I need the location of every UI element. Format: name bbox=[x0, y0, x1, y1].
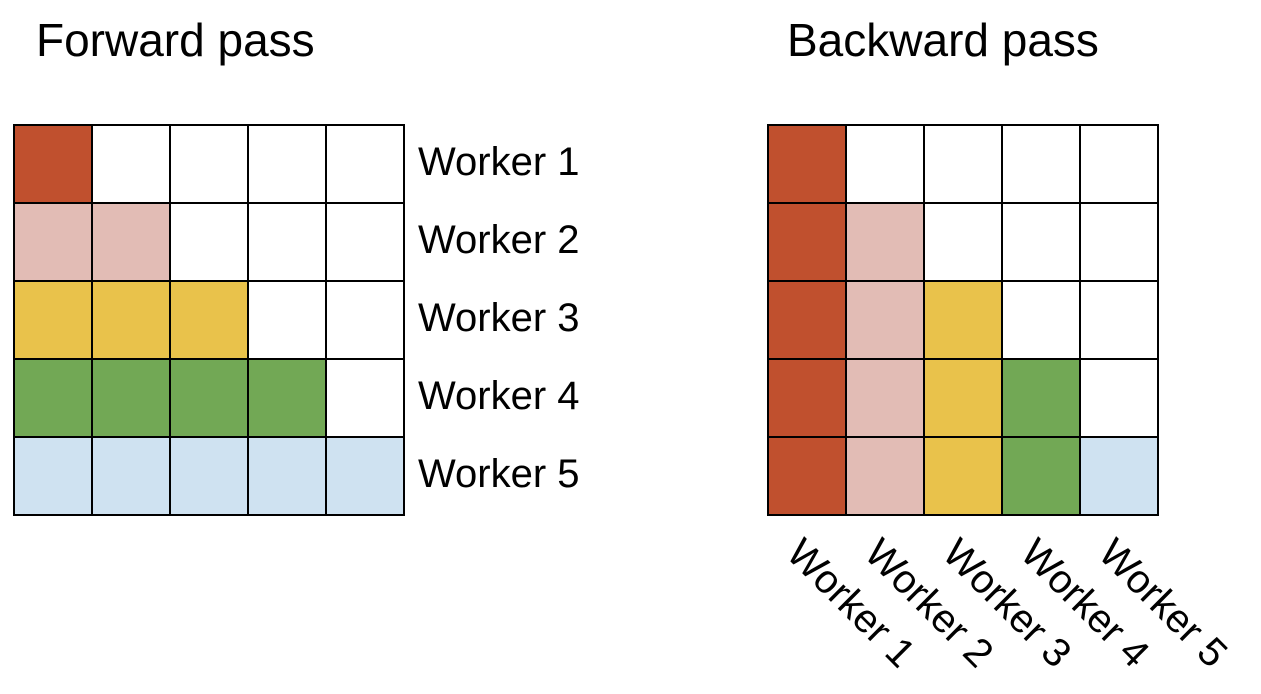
forward-cell-r1-c3 bbox=[171, 126, 249, 204]
backward-cell-r1-c2 bbox=[847, 126, 925, 204]
backward-cell-r1-c4 bbox=[1003, 126, 1081, 204]
backward-cell-r2-c3 bbox=[925, 204, 1003, 282]
forward-cell-r4-c5 bbox=[327, 360, 405, 438]
backward-cell-r4-c5 bbox=[1081, 360, 1159, 438]
backward-cell-r2-c4 bbox=[1003, 204, 1081, 282]
backward-pass-grid bbox=[767, 124, 1159, 516]
forward-cell-r1-c2 bbox=[93, 126, 171, 204]
backward-cell-r1-c5 bbox=[1081, 126, 1159, 204]
forward-cell-r4-c1 bbox=[15, 360, 93, 438]
forward-cell-r4-c4 bbox=[249, 360, 327, 438]
forward-row-label-1: Worker 1 bbox=[418, 140, 580, 184]
backward-cell-r1-c3 bbox=[925, 126, 1003, 204]
forward-cell-r2-c2 bbox=[93, 204, 171, 282]
backward-cell-r5-c3 bbox=[925, 438, 1003, 516]
forward-cell-r3-c1 bbox=[15, 282, 93, 360]
backward-cell-r3-c3 bbox=[925, 282, 1003, 360]
forward-cell-r4-c2 bbox=[93, 360, 171, 438]
forward-pass-grid bbox=[13, 124, 405, 516]
forward-row-label-2: Worker 2 bbox=[418, 218, 580, 262]
forward-cell-r3-c2 bbox=[93, 282, 171, 360]
backward-cell-r5-c5 bbox=[1081, 438, 1159, 516]
forward-cell-r3-c5 bbox=[327, 282, 405, 360]
backward-cell-r3-c4 bbox=[1003, 282, 1081, 360]
backward-cell-r5-c4 bbox=[1003, 438, 1081, 516]
forward-cell-r5-c4 bbox=[249, 438, 327, 516]
forward-cell-r4-c3 bbox=[171, 360, 249, 438]
forward-cell-r3-c4 bbox=[249, 282, 327, 360]
forward-row-label-5: Worker 5 bbox=[418, 452, 580, 496]
backward-pass-title: Backward pass bbox=[787, 14, 1099, 66]
forward-cell-r1-c5 bbox=[327, 126, 405, 204]
forward-cell-r5-c5 bbox=[327, 438, 405, 516]
backward-cell-r1-c1 bbox=[769, 126, 847, 204]
backward-cell-r3-c5 bbox=[1081, 282, 1159, 360]
backward-cell-r3-c2 bbox=[847, 282, 925, 360]
backward-cell-r5-c2 bbox=[847, 438, 925, 516]
forward-cell-r5-c1 bbox=[15, 438, 93, 516]
backward-cell-r4-c4 bbox=[1003, 360, 1081, 438]
backward-cell-r2-c1 bbox=[769, 204, 847, 282]
forward-cell-r5-c3 bbox=[171, 438, 249, 516]
forward-cell-r2-c3 bbox=[171, 204, 249, 282]
forward-cell-r2-c1 bbox=[15, 204, 93, 282]
forward-pass-title: Forward pass bbox=[36, 14, 315, 66]
backward-cell-r4-c3 bbox=[925, 360, 1003, 438]
forward-cell-r1-c4 bbox=[249, 126, 327, 204]
forward-cell-r1-c1 bbox=[15, 126, 93, 204]
forward-cell-r5-c2 bbox=[93, 438, 171, 516]
forward-cell-r3-c3 bbox=[171, 282, 249, 360]
forward-row-label-3: Worker 3 bbox=[418, 296, 580, 340]
backward-cell-r2-c2 bbox=[847, 204, 925, 282]
forward-cell-r2-c4 bbox=[249, 204, 327, 282]
backward-cell-r4-c2 bbox=[847, 360, 925, 438]
forward-cell-r2-c5 bbox=[327, 204, 405, 282]
backward-cell-r5-c1 bbox=[769, 438, 847, 516]
forward-row-label-4: Worker 4 bbox=[418, 374, 580, 418]
backward-cell-r4-c1 bbox=[769, 360, 847, 438]
backward-cell-r2-c5 bbox=[1081, 204, 1159, 282]
backward-cell-r3-c1 bbox=[769, 282, 847, 360]
